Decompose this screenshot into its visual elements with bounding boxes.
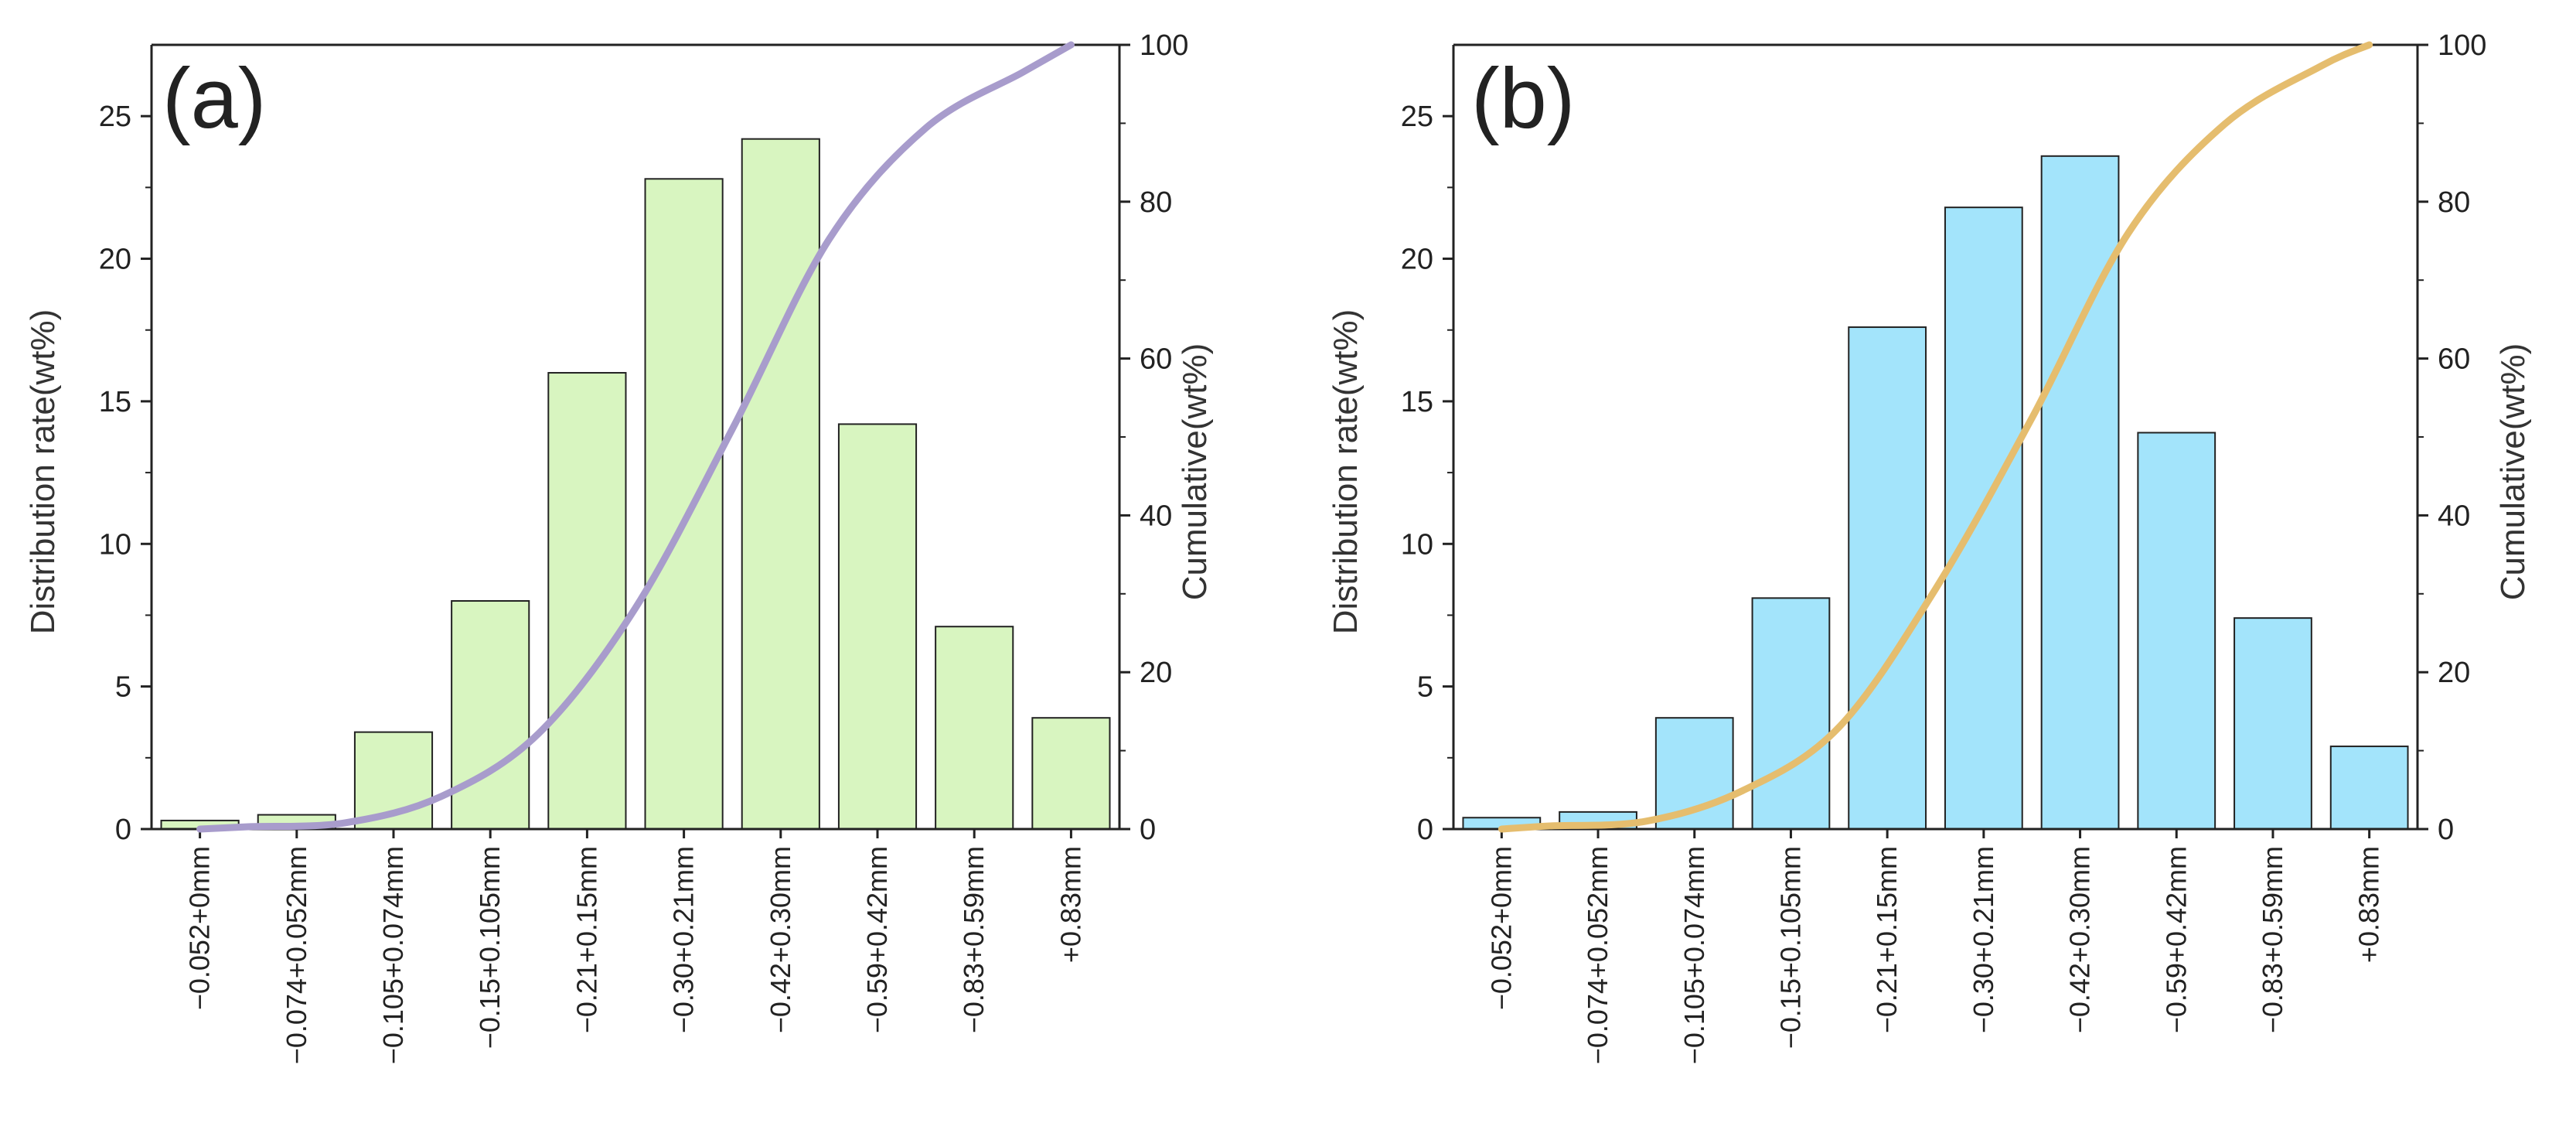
bar bbox=[1031, 717, 1111, 830]
y-tick-label-right: 40 bbox=[2438, 500, 2470, 532]
bar bbox=[2234, 617, 2312, 831]
bar bbox=[2040, 155, 2120, 830]
x-tick-label: +0.83mm bbox=[2353, 846, 2385, 963]
y-tick-label-right: 0 bbox=[2438, 814, 2454, 846]
y-tick-label-right: 80 bbox=[2438, 186, 2470, 219]
x-tick-label: −0.074+0.052mm bbox=[1582, 846, 1613, 1064]
x-tick-label: −0.052+0mm bbox=[184, 846, 216, 1010]
bar bbox=[2137, 432, 2217, 830]
x-tick-label: −0.30+0.21mm bbox=[1968, 846, 1999, 1033]
x-tick-label: −0.21+0.15mm bbox=[571, 846, 602, 1033]
x-tick-label: −0.83+0.59mm bbox=[2257, 846, 2288, 1033]
y-tick-label-right: 60 bbox=[1140, 343, 1172, 376]
y-tick-label-left: 25 bbox=[1401, 101, 1433, 133]
bar bbox=[935, 626, 1014, 830]
y-tick-label-right: 0 bbox=[1140, 814, 1156, 846]
y-tick-label-left: 5 bbox=[1417, 671, 1433, 704]
y-tick-label-right: 40 bbox=[1140, 500, 1172, 532]
y-tick-label-left: 15 bbox=[1401, 386, 1433, 418]
bar bbox=[2329, 746, 2409, 830]
bar bbox=[837, 423, 918, 830]
bar bbox=[1751, 597, 1831, 831]
y-tick-label-right: 60 bbox=[2438, 343, 2470, 376]
y-tick-label-left: 10 bbox=[99, 528, 131, 561]
y-tick-label-right: 100 bbox=[2438, 29, 2486, 62]
y-tick-label-right: 80 bbox=[1140, 186, 1172, 219]
panel-b: (b) Distribution rate(wt%) Cumulative(wt… bbox=[1327, 29, 2532, 1064]
y-tick-label-left: 25 bbox=[99, 101, 131, 133]
x-tick-label: −0.42+0.30mm bbox=[765, 846, 796, 1033]
y-tick-label-right: 20 bbox=[2438, 657, 2470, 689]
panel-label: (b) bbox=[1471, 51, 1575, 146]
y-tick-label-left: 15 bbox=[99, 386, 131, 418]
panel-label: (a) bbox=[162, 51, 266, 146]
cumulative-curve bbox=[196, 41, 1075, 833]
x-tick-label: −0.052+0mm bbox=[1485, 846, 1517, 1010]
bar bbox=[1848, 326, 1927, 831]
x-tick-label: −0.59+0.42mm bbox=[2160, 846, 2192, 1033]
x-tick-label: −0.21+0.15mm bbox=[1871, 846, 1903, 1033]
panel-a: (a) Distribution rate(wt%) Cumulative(wt… bbox=[24, 29, 1214, 1064]
y-tick-label-left: 20 bbox=[99, 244, 131, 276]
bar bbox=[741, 138, 820, 830]
x-tick-label: −0.15+0.105mm bbox=[1774, 846, 1806, 1049]
x-tick-label: −0.30+0.21mm bbox=[668, 846, 700, 1033]
y-tick-label-left: 5 bbox=[115, 671, 131, 704]
y-tick-label-left: 0 bbox=[1417, 814, 1433, 846]
x-tick-label: −0.15+0.105mm bbox=[474, 846, 506, 1049]
x-tick-label: −0.105+0.074mm bbox=[377, 846, 409, 1064]
bar bbox=[1944, 206, 2023, 830]
y-axis-title-right: Cumulative(wt%) bbox=[1176, 343, 1214, 601]
y-tick-label-left: 10 bbox=[1401, 528, 1433, 561]
x-tick-label: −0.074+0.052mm bbox=[281, 846, 312, 1064]
bar bbox=[547, 372, 627, 830]
x-tick-label: −0.42+0.30mm bbox=[2064, 846, 2096, 1033]
y-axis-title-left: Distribution rate(wt%) bbox=[24, 309, 62, 635]
x-tick-label: −0.59+0.42mm bbox=[861, 846, 893, 1033]
cumulative-curve bbox=[1498, 41, 2373, 833]
y-tick-label-left: 0 bbox=[115, 814, 131, 846]
x-tick-label: −0.105+0.074mm bbox=[1678, 846, 1710, 1064]
x-tick-label: +0.83mm bbox=[1055, 846, 1086, 963]
bar bbox=[644, 178, 724, 830]
y-axis-title-left: Distribution rate(wt%) bbox=[1327, 309, 1365, 635]
y-tick-label-left: 20 bbox=[1401, 244, 1433, 276]
y-tick-label-right: 20 bbox=[1140, 657, 1172, 689]
y-axis-title-right: Cumulative(wt%) bbox=[2494, 343, 2532, 601]
bar bbox=[451, 600, 530, 830]
y-tick-label-right: 100 bbox=[1140, 29, 1188, 62]
x-tick-label: −0.83+0.59mm bbox=[958, 846, 990, 1033]
